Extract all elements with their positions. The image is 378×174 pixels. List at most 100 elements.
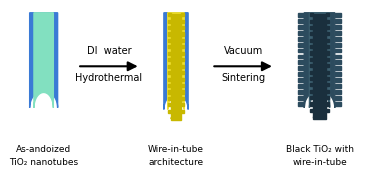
Polygon shape bbox=[168, 39, 171, 42]
Polygon shape bbox=[325, 64, 329, 67]
Polygon shape bbox=[335, 61, 341, 64]
Polygon shape bbox=[310, 26, 313, 29]
Polygon shape bbox=[171, 14, 181, 120]
Polygon shape bbox=[181, 58, 184, 61]
Polygon shape bbox=[168, 65, 171, 68]
Text: As-andoized
TiO₂ nanotubes: As-andoized TiO₂ nanotubes bbox=[9, 145, 78, 167]
Polygon shape bbox=[325, 13, 329, 16]
Polygon shape bbox=[310, 13, 330, 108]
Polygon shape bbox=[335, 55, 341, 58]
Polygon shape bbox=[325, 39, 329, 42]
Polygon shape bbox=[299, 90, 304, 94]
Polygon shape bbox=[181, 110, 184, 113]
Polygon shape bbox=[310, 83, 313, 86]
Polygon shape bbox=[181, 52, 184, 55]
Text: DI  water: DI water bbox=[87, 46, 131, 56]
Polygon shape bbox=[335, 49, 341, 52]
Polygon shape bbox=[171, 116, 181, 119]
Polygon shape bbox=[181, 84, 184, 87]
Polygon shape bbox=[310, 70, 313, 74]
Polygon shape bbox=[313, 14, 325, 119]
Text: Hydrothermal: Hydrothermal bbox=[75, 73, 143, 83]
Polygon shape bbox=[299, 43, 304, 46]
Polygon shape bbox=[325, 32, 329, 35]
Polygon shape bbox=[310, 90, 313, 93]
Polygon shape bbox=[168, 97, 171, 100]
Polygon shape bbox=[325, 19, 329, 23]
Polygon shape bbox=[310, 13, 313, 16]
Polygon shape bbox=[325, 109, 329, 112]
Polygon shape bbox=[299, 19, 304, 23]
Polygon shape bbox=[335, 72, 341, 76]
Polygon shape bbox=[335, 96, 341, 100]
Polygon shape bbox=[181, 65, 184, 68]
Text: Wire-in-tube
architecture: Wire-in-tube architecture bbox=[148, 145, 204, 167]
Polygon shape bbox=[29, 13, 57, 108]
Polygon shape bbox=[168, 45, 171, 48]
Polygon shape bbox=[181, 90, 184, 93]
Polygon shape bbox=[325, 77, 329, 80]
Polygon shape bbox=[181, 97, 184, 100]
Polygon shape bbox=[335, 90, 341, 94]
Polygon shape bbox=[335, 78, 341, 82]
Polygon shape bbox=[335, 25, 341, 29]
Text: Sintering: Sintering bbox=[221, 73, 265, 83]
Polygon shape bbox=[299, 84, 304, 88]
Polygon shape bbox=[181, 103, 184, 106]
Polygon shape bbox=[168, 103, 171, 106]
Polygon shape bbox=[168, 84, 171, 87]
Polygon shape bbox=[325, 58, 329, 61]
Text: Vacuum: Vacuum bbox=[223, 46, 263, 56]
Polygon shape bbox=[325, 83, 329, 86]
Polygon shape bbox=[335, 31, 341, 35]
Polygon shape bbox=[310, 109, 313, 112]
Polygon shape bbox=[168, 52, 171, 55]
Polygon shape bbox=[299, 37, 304, 41]
Polygon shape bbox=[181, 13, 184, 16]
Polygon shape bbox=[181, 19, 184, 23]
Polygon shape bbox=[168, 32, 171, 35]
Polygon shape bbox=[325, 26, 329, 29]
Polygon shape bbox=[310, 58, 313, 61]
Polygon shape bbox=[335, 43, 341, 46]
Polygon shape bbox=[299, 96, 304, 100]
Polygon shape bbox=[325, 70, 329, 74]
Polygon shape bbox=[181, 26, 184, 29]
Polygon shape bbox=[325, 90, 329, 93]
Polygon shape bbox=[168, 19, 171, 23]
Polygon shape bbox=[164, 13, 188, 109]
Polygon shape bbox=[168, 13, 171, 16]
Polygon shape bbox=[299, 61, 304, 64]
Polygon shape bbox=[325, 51, 329, 54]
Polygon shape bbox=[181, 78, 184, 81]
Polygon shape bbox=[168, 13, 184, 109]
Polygon shape bbox=[168, 78, 171, 81]
Polygon shape bbox=[310, 96, 313, 99]
Polygon shape bbox=[335, 19, 341, 23]
Polygon shape bbox=[335, 84, 341, 88]
Polygon shape bbox=[310, 39, 313, 42]
Polygon shape bbox=[168, 58, 171, 61]
Polygon shape bbox=[34, 13, 53, 108]
Polygon shape bbox=[299, 78, 304, 82]
Polygon shape bbox=[299, 49, 304, 52]
Polygon shape bbox=[310, 102, 313, 106]
Polygon shape bbox=[299, 13, 304, 17]
Polygon shape bbox=[168, 26, 171, 29]
Polygon shape bbox=[168, 90, 171, 93]
Polygon shape bbox=[310, 32, 313, 35]
Polygon shape bbox=[310, 19, 313, 23]
Polygon shape bbox=[310, 51, 313, 54]
Text: Black TiO₂ with
wire-in-tube: Black TiO₂ with wire-in-tube bbox=[285, 145, 353, 167]
Polygon shape bbox=[299, 55, 304, 58]
Polygon shape bbox=[299, 66, 304, 70]
Polygon shape bbox=[299, 25, 304, 29]
Polygon shape bbox=[335, 66, 341, 70]
Polygon shape bbox=[335, 37, 341, 41]
Polygon shape bbox=[335, 102, 341, 106]
Polygon shape bbox=[310, 77, 313, 80]
Polygon shape bbox=[299, 72, 304, 76]
Polygon shape bbox=[181, 32, 184, 35]
Polygon shape bbox=[310, 64, 313, 67]
Polygon shape bbox=[299, 31, 304, 35]
